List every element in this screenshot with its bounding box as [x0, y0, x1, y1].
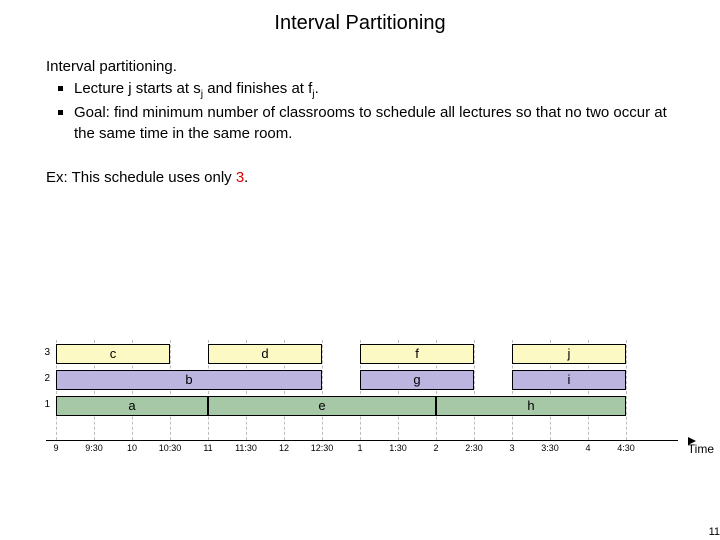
- tick-label: 3:30: [541, 443, 559, 453]
- page-number: 11: [709, 526, 720, 538]
- b1a: Lecture j starts at s: [74, 80, 201, 97]
- axis-arrow-icon: [688, 437, 696, 445]
- tick-label: 4: [585, 443, 590, 453]
- page-title: Interval Partitioning: [0, 0, 720, 35]
- b1c: .: [315, 80, 319, 97]
- interval-bar: a: [56, 396, 208, 416]
- body-content: Interval partitioning. Lecture j starts …: [0, 35, 720, 188]
- tick-label: 2: [433, 443, 438, 453]
- interval-bar: h: [436, 396, 626, 416]
- gridline: [474, 340, 475, 440]
- schedule-chart: 3 2 1 c d f j b g i aeh 9 9:30 10 10:30 11 11:30 12 12:30 1…: [56, 340, 676, 450]
- ex-suffix: .: [244, 169, 248, 186]
- tick-label: 9: [53, 443, 58, 453]
- bullet-1: Lecture j starts at sj and finishes at f…: [74, 79, 674, 101]
- gridline: [170, 340, 171, 440]
- gridline: [626, 340, 627, 440]
- intro-heading: Interval partitioning.: [46, 57, 674, 77]
- row-label: 2: [34, 373, 50, 384]
- time-axis: [46, 440, 678, 441]
- tick-label: 10:30: [159, 443, 182, 453]
- ex-number: 3: [236, 169, 244, 186]
- tick-label: 12: [279, 443, 289, 453]
- bullet-2: Goal: find minimum number of classrooms …: [74, 103, 674, 144]
- interval-bar: e: [208, 396, 436, 416]
- tick-label: 1: [357, 443, 362, 453]
- interval-bar: c: [56, 344, 170, 364]
- tick-label: 4:30: [617, 443, 635, 453]
- tick-label: 10: [127, 443, 137, 453]
- tick-label: 2:30: [465, 443, 483, 453]
- interval-bar: b: [56, 370, 322, 390]
- row-label: 3: [34, 347, 50, 358]
- tick-label: 1:30: [389, 443, 407, 453]
- row-label: 1: [34, 399, 50, 410]
- tick-label: 11: [203, 443, 212, 453]
- tick-label: 9:30: [85, 443, 103, 453]
- interval-bar: f: [360, 344, 474, 364]
- bullet-list: Lecture j starts at sj and finishes at f…: [46, 79, 674, 144]
- tick-label: 12:30: [311, 443, 334, 453]
- b1b: and finishes at f: [203, 80, 312, 97]
- tick-label: 3: [509, 443, 514, 453]
- interval-bar: g: [360, 370, 474, 390]
- tick-label: 11:30: [235, 443, 257, 453]
- interval-bar: i: [512, 370, 626, 390]
- gridline: [322, 340, 323, 440]
- ex-prefix: Ex: This schedule uses only: [46, 169, 236, 186]
- example-line: Ex: This schedule uses only 3.: [46, 168, 674, 188]
- interval-bar: j: [512, 344, 626, 364]
- interval-bar: d: [208, 344, 322, 364]
